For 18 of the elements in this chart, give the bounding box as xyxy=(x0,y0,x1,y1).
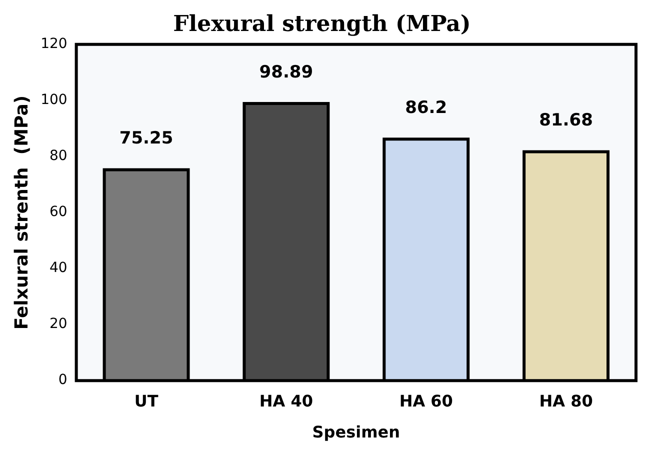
y-tick-label: 20 xyxy=(49,316,68,332)
chart-title: Flexural strength (MPa) xyxy=(173,10,471,37)
x-tick-label: HA 80 xyxy=(539,391,593,410)
x-axis-title: Spesimen xyxy=(312,422,400,442)
x-tick-label: HA 40 xyxy=(259,391,314,410)
x-tick-label: UT xyxy=(134,391,158,410)
data-label: 86.2 xyxy=(405,98,448,118)
y-tick-label: 40 xyxy=(49,260,68,276)
y-tick-label: 100 xyxy=(40,92,68,108)
data-label: 81.68 xyxy=(539,110,593,131)
x-tick-label: HA 60 xyxy=(399,391,453,410)
y-axis-title: Felxural strenth (MPa) xyxy=(11,95,32,330)
data-label: 75.25 xyxy=(119,128,174,149)
y-tick-label: 60 xyxy=(49,204,68,220)
y-tick-label: 0 xyxy=(58,372,68,388)
data-label: 98.89 xyxy=(259,62,314,82)
y-tick-label: 80 xyxy=(49,148,68,164)
y-tick-label: 120 xyxy=(40,36,68,52)
